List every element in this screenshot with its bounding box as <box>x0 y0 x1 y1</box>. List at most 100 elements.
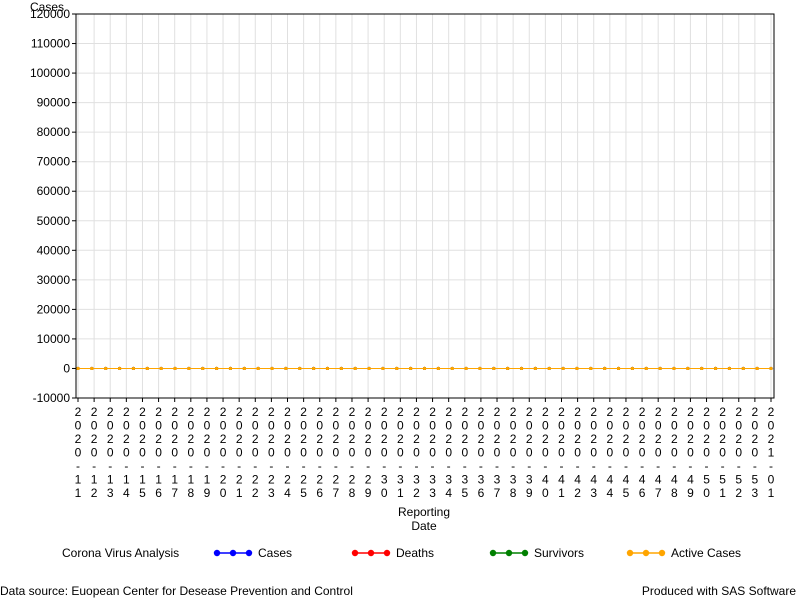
line-chart: -10000 0 10000 20000 30000 40000 50000 60000 700… <box>30 0 775 560</box>
data-point <box>713 366 718 371</box>
y-tick-label: -10000 <box>33 391 71 405</box>
x-tick-label: 2 0 2 0 -1 5 <box>139 405 146 500</box>
grid-lines <box>76 13 774 399</box>
y-tick-label: 10000 <box>37 332 71 346</box>
y-tick-label: 100000 <box>30 66 70 80</box>
x-tick-label: 2 0 2 0 -1 2 <box>91 405 98 500</box>
data-point <box>173 366 177 371</box>
y-tick-label: 20000 <box>37 302 71 316</box>
x-tick-label: 2 0 2 0 -3 8 <box>510 405 517 500</box>
x-tick-label: 2 0 2 0 -2 2 <box>252 405 259 500</box>
x-tick-label: 2 0 2 0 -4 5 <box>623 405 630 500</box>
y-tick-label: 80000 <box>37 125 71 139</box>
x-axis-title-line1: Reporting <box>398 505 450 519</box>
x-tick-label: 2 0 2 0 -4 8 <box>671 405 678 500</box>
x-tick-label: 2 0 2 0 -5 1 <box>719 405 726 500</box>
y-tick-label: 30000 <box>37 273 71 287</box>
data-point <box>755 366 759 371</box>
y-tick-label: 110000 <box>31 37 70 51</box>
data-point <box>76 366 80 371</box>
data-point <box>741 366 745 371</box>
data-point <box>228 366 233 371</box>
data-point <box>159 366 163 371</box>
x-tick-label: 2 0 2 0 -2 4 <box>284 405 291 500</box>
x-tick-label: 2 0 2 0 -1 3 <box>107 405 114 500</box>
data-point <box>284 366 288 371</box>
y-axis: -10000 0 10000 20000 30000 40000 50000 60000 700… <box>30 7 76 405</box>
data-point <box>436 366 440 371</box>
data-point <box>353 366 357 371</box>
data-point <box>616 366 621 371</box>
legend: Cases Deaths Survivors Active Cases <box>213 546 741 560</box>
footer-source: Data source: Euopean Center for Desease … <box>0 584 353 598</box>
x-tick-label: 2 0 2 0 -5 3 <box>752 405 759 500</box>
x-tick-label: 2 0 2 0 -5 0 <box>703 405 710 500</box>
data-point <box>478 366 482 371</box>
x-tick-label: 2 0 2 0 -3 5 <box>461 405 468 500</box>
data-point <box>298 366 302 371</box>
x-tick-label: 2 0 2 0 -1 9 <box>204 405 211 500</box>
data-point <box>256 366 260 371</box>
x-tick-label: 2 0 2 0 -4 6 <box>639 405 646 500</box>
data-point <box>450 366 454 371</box>
x-tick-label: 2 0 2 0 -1 1 <box>75 405 82 500</box>
legend-marker <box>351 549 359 557</box>
x-tick-label: 2 0 2 0 -3 9 <box>526 405 533 500</box>
x-axis: 2 0 2 0 -1 1 2 0 2 0 -1 2 2 0 2 0 -1 3 2 0 2 0 -1 4 2 0 2 0 -1 5 2 0 2 0-… <box>75 398 775 500</box>
data-point <box>395 366 399 371</box>
data-point <box>242 366 246 371</box>
legend-marker <box>521 549 529 557</box>
legend-marker <box>229 549 237 557</box>
x-tick-label: 2 0 2 1 -0 1 <box>768 405 775 500</box>
data-point <box>215 366 219 371</box>
data-point <box>422 366 427 371</box>
x-tick-label: 2 0 2 0 -4 3 <box>590 405 597 500</box>
data-point <box>201 366 205 371</box>
footer-credit: Produced with SAS Software <box>641 584 796 598</box>
legend-label: Survivors <box>534 546 584 560</box>
x-tick-label: 2 0 2 0 -4 2 <box>574 405 581 500</box>
legend-marker <box>505 549 513 557</box>
x-tick-label: 2 0 2 0 -1 6 <box>155 405 162 500</box>
data-point <box>506 366 510 371</box>
legend-marker <box>642 549 650 557</box>
data-point <box>325 366 330 371</box>
x-tick-label: 2 0 2 0 -4 7 <box>655 405 662 500</box>
x-tick-label: 2 0 2 0 -1 4 <box>123 405 130 500</box>
data-point <box>381 366 385 371</box>
data-point <box>603 366 607 371</box>
data-point <box>131 366 136 371</box>
data-point <box>533 366 537 371</box>
x-tick-label: 2 0 2 0 -3 0 <box>381 405 388 500</box>
data-point <box>575 366 579 371</box>
x-tick-label: 2 0 2 0 -1 7 <box>171 405 178 500</box>
x-tick-label: 2 0 2 0 -3 1 <box>397 405 404 500</box>
x-tick-label: 2 0 2 0 -2 6 <box>316 405 323 500</box>
x-tick-label: 2 0 2 0 -3 2 <box>413 405 420 500</box>
data-point <box>561 366 565 371</box>
data-point <box>589 366 593 371</box>
x-tick-label: 2 0 2 0 -3 6 <box>478 405 485 500</box>
data-point <box>630 366 635 371</box>
data-point <box>464 366 468 371</box>
data-point <box>409 366 413 371</box>
data-point <box>367 366 371 371</box>
x-axis-title-line2: Date <box>411 519 437 533</box>
x-tick-label: 2 0 2 0 -1 8 <box>187 405 194 500</box>
x-tick-label: 2 0 2 0 -2 9 <box>365 405 372 500</box>
x-tick-label: 2 0 2 0 -3 7 <box>494 405 501 500</box>
data-point <box>104 366 108 371</box>
data-point <box>90 366 94 371</box>
data-point <box>187 366 191 371</box>
x-tick-label: 2 0 2 0 -2 8 <box>349 405 356 500</box>
data-point <box>672 366 676 371</box>
y-tick-label: 90000 <box>37 96 71 110</box>
x-tick-label: 2 0 2 0 -3 4 <box>445 405 452 500</box>
y-tick-label: 70000 <box>37 155 71 169</box>
y-tick-label: 0 <box>63 361 70 375</box>
data-point <box>312 366 316 371</box>
x-tick-label: 2 0 2 0 -3 3 <box>429 405 436 500</box>
y-tick-label: 40000 <box>37 243 71 257</box>
x-tick-label: 2 0 2 0 -4 4 <box>606 405 613 500</box>
legend-marker <box>367 549 375 557</box>
